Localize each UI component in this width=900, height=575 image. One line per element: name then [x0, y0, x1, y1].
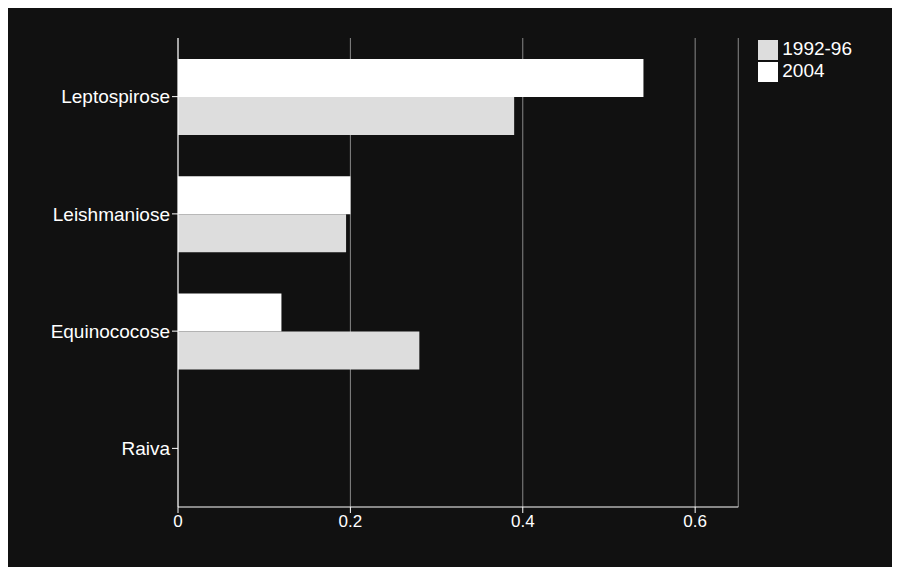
svg-text:0.6: 0.6	[683, 512, 707, 531]
svg-text:Leptospirose: Leptospirose	[61, 86, 170, 107]
svg-text:Raiva: Raiva	[121, 438, 170, 459]
svg-text:Leishmaniose: Leishmaniose	[53, 204, 170, 225]
svg-text:0.2: 0.2	[339, 512, 363, 531]
svg-text:0.4: 0.4	[511, 512, 535, 531]
svg-text:0: 0	[173, 512, 182, 531]
html-text:2004: 2004	[782, 60, 825, 81]
svg-text:Equinococose: Equinococose	[51, 321, 170, 342]
html-text:1992-96: 1992-96	[782, 38, 852, 59]
